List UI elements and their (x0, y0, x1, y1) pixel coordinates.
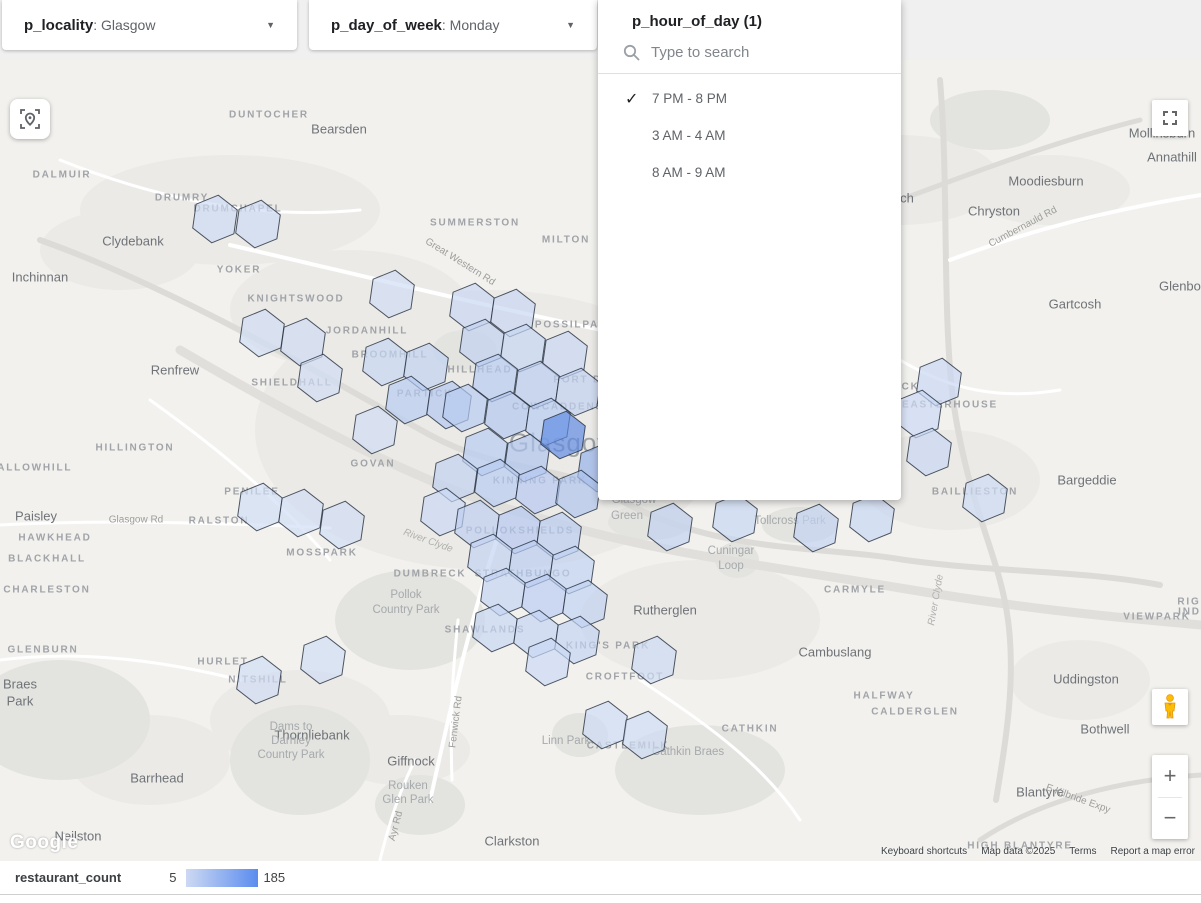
hexbin-cell[interactable] (484, 390, 530, 440)
hexbin-cell[interactable] (319, 500, 365, 550)
hexbin-cell[interactable] (236, 655, 282, 705)
hexbin-cell[interactable] (525, 637, 571, 687)
hexbin-cell[interactable] (647, 502, 693, 552)
legend-gradient (186, 868, 259, 887)
hexbin-cell[interactable] (362, 337, 408, 387)
search-icon (623, 44, 640, 61)
hexbin-cell[interactable] (352, 405, 398, 455)
hexbin-cell[interactable] (420, 487, 466, 537)
hour-of-day-filter-panel: p_hour_of_day (1) ✓ 7 PM - 8 PM 3 AM - 4… (598, 0, 901, 500)
check-icon: ✓ (625, 90, 639, 108)
terms-link[interactable]: Terms (1069, 846, 1097, 857)
filter-value: Monday (449, 17, 500, 33)
recenter-button[interactable] (10, 99, 50, 139)
filter-separator: : (441, 17, 450, 33)
filter-chip-locality[interactable]: p_locality: Glasgow ▼ (2, 0, 297, 50)
hexbin-cell[interactable] (297, 353, 343, 403)
recenter-pin-icon (20, 109, 40, 129)
zoom-control: + − (1152, 755, 1188, 839)
report-map-error-link[interactable]: Report a map error (1110, 846, 1195, 857)
filter-value: Glasgow (100, 17, 156, 33)
hexbin-cell[interactable] (278, 488, 324, 538)
hexbin-layer (192, 194, 1008, 760)
option-8am-9am[interactable]: 8 AM - 9 AM (652, 165, 726, 180)
zoom-in-button[interactable]: + (1163, 762, 1177, 788)
legend-field-name: restaurant_count (15, 870, 122, 885)
page-bottom-strip (0, 894, 1201, 903)
search-input[interactable] (651, 44, 851, 61)
filter-label: p_day_of_week (331, 16, 442, 34)
pegman-button[interactable] (1152, 689, 1188, 725)
fullscreen-button[interactable] (1152, 100, 1188, 136)
zoom-out-button[interactable]: − (1163, 805, 1177, 831)
hexbin-cell[interactable] (237, 482, 283, 532)
hexbin-cell[interactable] (906, 427, 952, 477)
hexbin-cell[interactable] (192, 194, 238, 244)
search-row (598, 40, 901, 74)
hexbin-cell[interactable] (280, 317, 326, 367)
pegman-icon (1164, 694, 1176, 719)
legend-min-value: 5 (169, 870, 177, 885)
hexbin-cell[interactable] (540, 410, 586, 460)
options-list: ✓ 7 PM - 8 PM 3 AM - 4 AM 8 AM - 9 AM (598, 74, 901, 500)
filter-separator: : (93, 17, 101, 33)
google-logo: Google (10, 832, 79, 853)
hexbin-cell[interactable] (962, 473, 1008, 523)
hexbin-cell[interactable] (622, 710, 668, 760)
hexbin-cell[interactable] (239, 308, 285, 358)
hexbin-cell[interactable] (300, 635, 346, 685)
hexbin-cell[interactable] (849, 493, 895, 543)
option-3am-4am[interactable]: 3 AM - 4 AM (652, 128, 726, 143)
legend-max-value: 185 (263, 870, 286, 885)
legend-bar: restaurant_count 5 185 (0, 861, 1201, 894)
keyboard-shortcuts-link[interactable]: Keyboard shortcuts (881, 846, 968, 857)
map-attribution: Keyboard shortcuts Map data ©2025 Terms … (881, 846, 1195, 857)
hexbin-cell[interactable] (631, 635, 677, 685)
filter-label: p_locality (24, 16, 94, 34)
option-7pm-8pm[interactable]: ✓ 7 PM - 8 PM (625, 90, 728, 108)
zoom-divider (1158, 796, 1182, 798)
hexbin-cell[interactable] (474, 458, 520, 508)
fullscreen-icon (1163, 111, 1177, 125)
panel-title: p_hour_of_day (1) (632, 13, 763, 30)
hexbin-cell[interactable] (442, 383, 488, 433)
hexbin-cell[interactable] (582, 700, 628, 750)
hexbin-cell[interactable] (712, 493, 758, 543)
hexbin-cell[interactable] (793, 503, 839, 553)
filter-chip-day-of-week[interactable]: p_day_of_week: Monday ▼ (309, 0, 597, 50)
hexbin-cell[interactable] (235, 199, 281, 249)
chevron-down-icon[interactable]: ▼ (266, 20, 275, 30)
hexbin-cell[interactable] (369, 269, 415, 319)
map-data-label: Map data ©2025 (981, 846, 1056, 857)
chevron-down-icon[interactable]: ▼ (566, 20, 575, 30)
